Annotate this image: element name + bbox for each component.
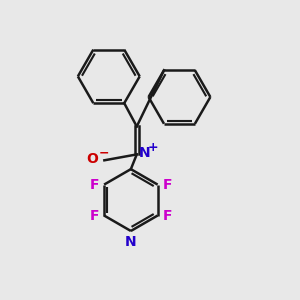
Text: −: − (98, 146, 109, 159)
Text: F: F (89, 208, 99, 223)
Text: N: N (125, 235, 137, 248)
Text: +: + (148, 141, 158, 154)
Text: F: F (163, 208, 172, 223)
Text: F: F (89, 178, 99, 192)
Text: N: N (139, 146, 151, 160)
Text: F: F (163, 178, 172, 192)
Text: O: O (86, 152, 98, 166)
